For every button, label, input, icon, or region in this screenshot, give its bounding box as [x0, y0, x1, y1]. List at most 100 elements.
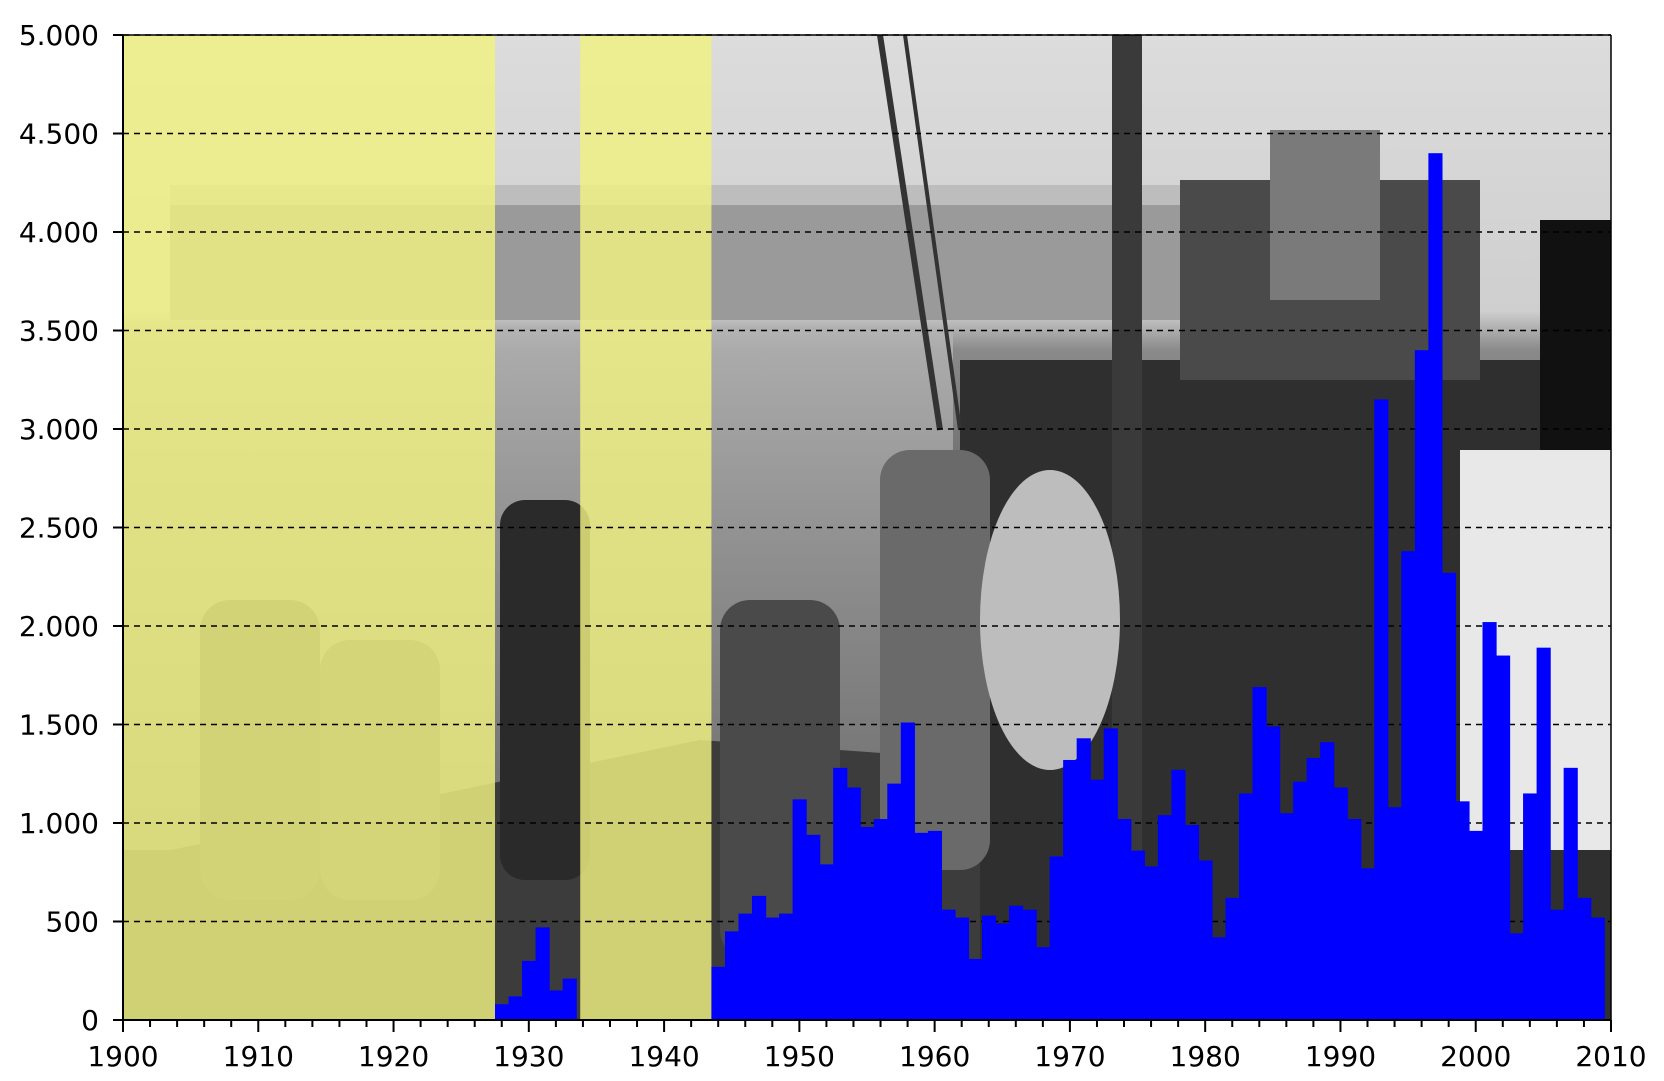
- bar-1957: [887, 783, 902, 1020]
- bar-1982: [1225, 897, 1240, 1020]
- bar-1978: [1171, 769, 1186, 1020]
- bar-1947: [752, 895, 767, 1020]
- bar-1992: [1360, 868, 1375, 1020]
- bar-2005: [1536, 647, 1551, 1020]
- bar-2004: [1523, 793, 1538, 1020]
- bar-1949: [779, 913, 794, 1020]
- bar-2001: [1482, 622, 1497, 1020]
- bar-1945: [724, 931, 740, 1020]
- bar-1970: [1063, 759, 1078, 1020]
- bar-1991: [1347, 819, 1362, 1020]
- bar-1995: [1401, 551, 1416, 1020]
- x-tick-label: 1960: [899, 1040, 970, 1073]
- x-tick-label: 1930: [493, 1040, 564, 1073]
- x-tick-labels: 1900 1910 1920 1930 1940 1950 1960 1970 1980 1990…: [87, 1040, 1646, 1073]
- bar-1985: [1266, 726, 1281, 1020]
- bar-1946: [738, 913, 753, 1020]
- bar-1931: [535, 927, 550, 1020]
- bar-1953: [833, 767, 848, 1020]
- x-tick-label: 1940: [628, 1040, 699, 1073]
- y-tick-label: 3.000: [19, 413, 99, 446]
- bar-1980: [1198, 860, 1213, 1020]
- bar-1986: [1279, 813, 1294, 1020]
- bar-1998: [1441, 572, 1457, 1020]
- y-tick-label: 5.000: [19, 19, 99, 52]
- bar-1975: [1130, 850, 1145, 1020]
- bar-1969: [1049, 856, 1064, 1020]
- x-tick-label: 1990: [1305, 1040, 1376, 1073]
- bar-1959: [914, 832, 929, 1020]
- bar-1999: [1455, 801, 1470, 1020]
- bar-1993: [1374, 399, 1389, 1020]
- bar-1948: [765, 917, 780, 1020]
- x-tick-label: 1910: [223, 1040, 294, 1073]
- y-tick-label: 1.500: [19, 709, 99, 742]
- bar-1965: [995, 923, 1010, 1020]
- bar-1997: [1428, 153, 1443, 1020]
- bar-1930: [522, 960, 537, 1020]
- bar-2003: [1509, 933, 1524, 1020]
- bar-2000: [1468, 830, 1484, 1020]
- bar-1996: [1414, 350, 1429, 1020]
- bar-1944: [711, 966, 726, 1020]
- bar-1955: [860, 826, 875, 1020]
- bar-1962: [954, 917, 970, 1020]
- y-tick-labels: 0 500 1.000 1.500 2.000 2.500 3.000 3.500 4.000 4…: [19, 19, 99, 1037]
- axes: [113, 34, 1612, 1032]
- bar-1961: [941, 909, 956, 1020]
- y-tick-label: 2.500: [19, 512, 99, 545]
- x-tick-label: 1900: [87, 1040, 158, 1073]
- bar-1966: [1009, 905, 1024, 1020]
- bar-1984: [1252, 687, 1267, 1020]
- bar-1987: [1293, 781, 1308, 1020]
- bar-2008: [1577, 897, 1592, 1020]
- bar-1990: [1333, 787, 1348, 1020]
- bar-1952: [819, 864, 834, 1020]
- bar-1979: [1184, 824, 1200, 1020]
- x-tick-label: 1970: [1034, 1040, 1105, 1073]
- y-tick-label: 4.000: [19, 216, 99, 249]
- bar-1972: [1090, 779, 1105, 1020]
- bar-1983: [1239, 793, 1254, 1020]
- bar-2009: [1590, 917, 1605, 1020]
- y-tick-label: 2.000: [19, 610, 99, 643]
- bar-1928: [495, 1004, 510, 1020]
- bar-1960: [927, 830, 942, 1020]
- x-tick-label: 2000: [1440, 1040, 1511, 1073]
- bar-1964: [981, 915, 997, 1020]
- y-tick-label: 1.000: [19, 807, 99, 840]
- x-tick-label: 1920: [358, 1040, 429, 1073]
- x-tick-label: 1950: [764, 1040, 835, 1073]
- bar-2006: [1550, 909, 1565, 1020]
- bar-2007: [1563, 767, 1578, 1020]
- bar-1933: [562, 978, 577, 1020]
- bar-1994: [1387, 807, 1402, 1020]
- bar-1954: [846, 787, 861, 1020]
- y-tick-label: 3.500: [19, 315, 99, 348]
- bar-1973: [1103, 728, 1118, 1020]
- y-tick-label: 500: [46, 906, 99, 939]
- bar-1988: [1306, 757, 1321, 1020]
- bar-1929: [508, 996, 523, 1020]
- bar-1951: [806, 834, 821, 1020]
- y-tick-label: 0: [81, 1004, 99, 1037]
- bar-1981: [1211, 937, 1227, 1020]
- bar-2002: [1496, 655, 1511, 1020]
- x-tick-label: 2010: [1575, 1040, 1646, 1073]
- bar-1971: [1076, 738, 1091, 1020]
- bar-1932: [549, 990, 564, 1020]
- bar-1958: [900, 722, 915, 1020]
- bar-1989: [1320, 742, 1335, 1020]
- bar-1977: [1157, 815, 1172, 1020]
- bar-1968: [1036, 947, 1051, 1020]
- bar-1950: [792, 799, 807, 1020]
- bars: [495, 153, 1605, 1020]
- bar-1963: [968, 958, 983, 1020]
- y-tick-label: 4.500: [19, 118, 99, 151]
- bar-1974: [1117, 819, 1132, 1020]
- bar-1956: [873, 819, 888, 1020]
- x-tick-label: 1980: [1170, 1040, 1241, 1073]
- bar-1967: [1022, 909, 1037, 1020]
- bar-1976: [1144, 866, 1159, 1020]
